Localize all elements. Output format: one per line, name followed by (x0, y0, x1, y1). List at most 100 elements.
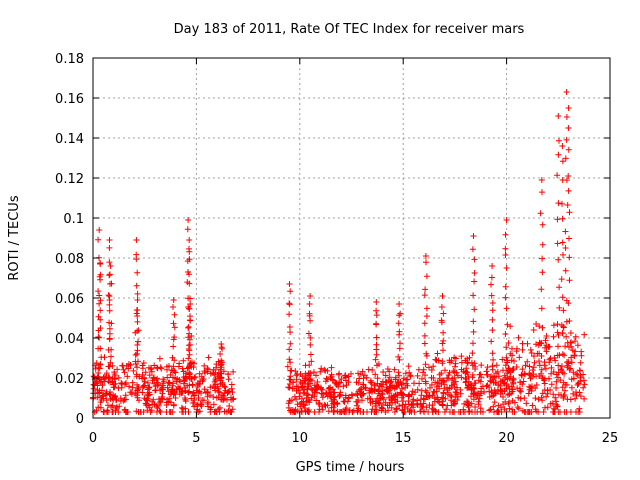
data-point (372, 356, 379, 363)
data-point (555, 256, 562, 263)
data-point (354, 409, 361, 415)
data-point (416, 380, 423, 387)
data-point (516, 354, 523, 361)
data-point (554, 172, 561, 179)
data-point (526, 386, 533, 393)
data-point (108, 280, 115, 287)
data-point (396, 345, 403, 352)
data-point (539, 241, 546, 248)
data-point (519, 346, 526, 353)
data-point (471, 270, 478, 276)
data-point (217, 370, 224, 377)
data-point (562, 228, 569, 235)
data-point (103, 370, 110, 377)
data-point (331, 407, 338, 414)
data-point (489, 316, 496, 323)
data-point (560, 307, 567, 314)
data-point (538, 305, 545, 312)
data-point (287, 288, 294, 295)
data-point (217, 351, 224, 357)
data-series-roti (90, 89, 588, 415)
data-point (550, 391, 557, 398)
data-point (204, 390, 211, 396)
data-point (577, 359, 584, 366)
data-point (286, 381, 293, 387)
data-point (306, 396, 313, 403)
data-point (455, 409, 462, 415)
data-point (499, 356, 506, 363)
data-point (113, 403, 120, 410)
data-point (559, 369, 566, 376)
data-point (187, 370, 194, 377)
data-point (555, 151, 562, 158)
data-point (97, 379, 104, 386)
data-point (502, 231, 509, 238)
axis-ticks (92, 57, 611, 419)
data-point (170, 380, 177, 387)
data-point (355, 379, 362, 386)
data-point (556, 284, 563, 291)
data-point (491, 409, 497, 415)
data-point (205, 354, 212, 361)
data-point (559, 384, 566, 391)
data-point (334, 408, 341, 415)
data-point (564, 396, 571, 403)
data-point (570, 369, 577, 376)
data-point (422, 387, 429, 394)
data-point (167, 399, 174, 406)
data-point (95, 404, 102, 411)
data-point (432, 408, 439, 414)
data-point (345, 395, 352, 402)
data-point (134, 328, 141, 335)
data-point (362, 384, 369, 391)
data-point (530, 364, 537, 371)
data-point (565, 173, 572, 179)
data-point (294, 401, 301, 408)
data-point (330, 400, 337, 407)
data-point (220, 396, 227, 403)
data-point (178, 389, 185, 396)
data-point (572, 338, 578, 345)
data-point (576, 389, 583, 396)
data-point (566, 344, 572, 351)
data-point (400, 375, 407, 382)
data-point (509, 406, 516, 413)
data-point (96, 227, 103, 233)
data-point (186, 342, 192, 349)
data-point (305, 407, 312, 413)
data-point (185, 355, 192, 362)
data-point (315, 401, 322, 408)
data-point (173, 386, 180, 393)
data-point (561, 392, 568, 398)
data-point (522, 362, 529, 369)
data-point (450, 399, 457, 405)
data-point (566, 254, 573, 261)
data-point (123, 363, 130, 369)
data-point (395, 382, 402, 389)
data-point (422, 372, 428, 379)
data-point (170, 297, 177, 303)
data-point (211, 385, 218, 392)
data-point (188, 395, 195, 402)
data-point (224, 389, 231, 396)
data-point (426, 393, 433, 399)
data-point (167, 371, 174, 378)
data-point (540, 409, 547, 415)
data-point (366, 387, 373, 394)
data-point (327, 374, 334, 381)
data-point (554, 216, 561, 223)
data-point (188, 363, 195, 370)
data-point (134, 381, 140, 388)
data-point (498, 404, 504, 411)
data-point (122, 392, 129, 399)
x-tick-labels: 0 5 10 15 20 25 (89, 431, 618, 446)
data-point (343, 382, 350, 389)
y-tick-label: 0.18 (55, 52, 84, 67)
data-point (525, 390, 532, 397)
data-point (428, 374, 435, 381)
data-point (508, 383, 515, 390)
data-point (488, 338, 495, 345)
data-point (90, 385, 97, 392)
data-point (489, 307, 496, 314)
data-point (207, 409, 214, 415)
